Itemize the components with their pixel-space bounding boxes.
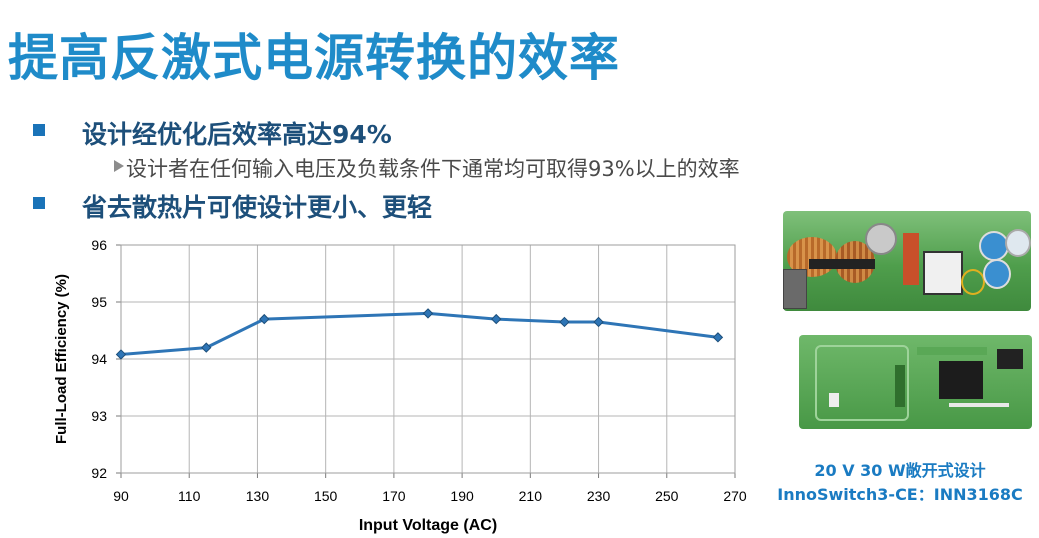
y-tick-labels: 92 93 94 95 96 [91,237,107,481]
board-component [865,223,897,255]
y-tick-label: 94 [91,351,107,367]
x-tick-label: 130 [246,488,270,504]
data-point-marker [201,342,212,353]
data-point-marker [559,316,570,328]
y-tick-label: 93 [91,408,107,424]
board-component [997,349,1023,369]
x-tick-label: 150 [314,488,338,504]
data-point-marker [259,313,270,325]
bullet-efficiency: 设计经优化后效率高达94% [82,120,392,149]
bullet-no-heatsink: 省去散热片可使设计更小、更轻 [82,193,433,222]
chart-grid [116,244,736,478]
slide-title: 提高反激式电源转换的效率 [8,29,620,87]
board-component [895,365,905,407]
data-point-marker [593,316,604,328]
board-component [1005,229,1031,257]
board-component [961,269,985,295]
y-axis-label: Full-Load Efficiency (%) [53,274,70,444]
board-component [917,347,987,355]
board-component [983,259,1011,289]
x-tick-label: 230 [587,488,611,504]
y-tick-label: 92 [91,465,107,481]
data-point-marker [712,332,724,343]
series-line [120,311,719,356]
board-component [903,233,919,285]
sub-bullet-efficiency-detail: 设计者在任何输入电压及负载条件下通常均可取得93%以上的效率 [126,157,740,181]
y-tick-label: 95 [91,294,107,310]
sub-bullet-arrow-icon [114,160,124,172]
x-tick-label: 110 [178,488,201,504]
board-component [829,393,839,407]
bullet-marker [33,197,45,209]
data-point-marker [115,349,127,360]
x-tick-labels: 90 110 130 150 170 190 210 230 250 270 [113,488,747,504]
data-point-marker [491,313,502,325]
board-caption-line1: 20 V 30 W敞开式设计 [814,461,986,480]
data-point-marker [422,308,434,319]
board-caption-line2: InnoSwitch3-CE：INN3168C [777,485,1023,504]
board-component [783,269,807,309]
series-points [115,308,724,360]
pcb-board-bottom-photo [799,335,1032,429]
x-tick-label: 250 [655,488,679,504]
pcb-board-top-photo [783,211,1031,311]
board-component [949,403,1009,407]
board-component [809,259,875,269]
board-component [923,251,963,295]
x-tick-label: 170 [382,488,406,504]
board-component [939,361,983,399]
bullet-marker [33,124,45,136]
x-tick-label: 210 [519,488,543,504]
x-axis-label: Input Voltage (AC) [359,517,497,534]
y-tick-label: 96 [91,237,107,253]
x-tick-label: 90 [113,488,129,504]
efficiency-chart: 92 93 94 95 96 90 110 130 150 170 190 210 230 250 270… [53,237,747,534]
board-component [815,345,909,421]
x-tick-label: 270 [723,488,747,504]
x-tick-label: 190 [450,488,474,504]
